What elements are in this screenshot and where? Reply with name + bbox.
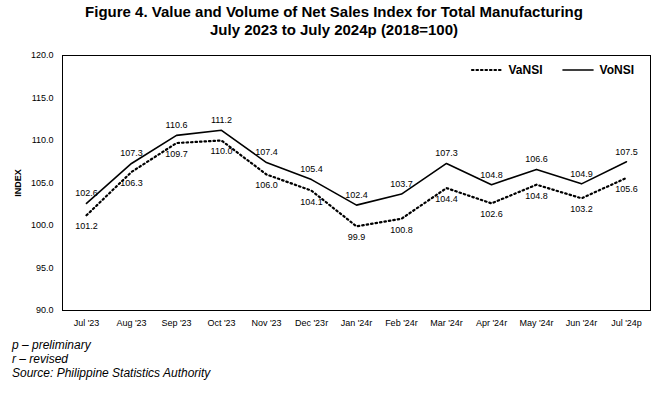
svg-text:Jan '24r: Jan '24r	[341, 318, 373, 328]
svg-text:105.0: 105.0	[31, 178, 54, 188]
svg-text:Nov '23: Nov '23	[251, 318, 281, 328]
html-text:July 2023 to July 2024p (2018=: July 2023 to July 2024p (2018=100)	[210, 21, 458, 38]
svg-text:106.3: 106.3	[120, 178, 143, 188]
svg-text:102.6: 102.6	[75, 188, 98, 198]
svg-text:110.0: 110.0	[211, 146, 233, 156]
html-text:Source: Philippine Statistics: Source: Philippine Statistics Authority	[12, 366, 211, 380]
html-text:VoNSI: VoNSI	[599, 63, 634, 77]
html-text:r – revised: r – revised	[12, 352, 68, 366]
svg-text:103.7: 103.7	[390, 179, 413, 189]
svg-text:107.5: 107.5	[615, 147, 638, 157]
svg-text:105.4: 105.4	[300, 164, 323, 174]
svg-text:109.7: 109.7	[165, 149, 188, 159]
svg-text:104.8: 104.8	[480, 170, 503, 180]
svg-text:107.3: 107.3	[435, 148, 458, 158]
svg-text:Aug '23: Aug '23	[116, 318, 146, 328]
svg-text:INDEX: INDEX	[13, 169, 23, 197]
svg-text:Mar '24r: Mar '24r	[430, 318, 463, 328]
svg-text:Feb '24r: Feb '24r	[385, 318, 418, 328]
svg-text:100.0: 100.0	[31, 220, 54, 230]
svg-text:Jul '24p: Jul '24p	[611, 318, 642, 328]
svg-text:May '24r: May '24r	[519, 318, 553, 328]
svg-text:Sep '23: Sep '23	[161, 318, 191, 328]
svg-text:107.4: 107.4	[255, 147, 278, 157]
svg-text:101.2: 101.2	[75, 221, 98, 231]
svg-text:110.6: 110.6	[166, 120, 188, 130]
svg-text:102.6: 102.6	[480, 209, 503, 219]
svg-text:103.2: 103.2	[570, 204, 593, 214]
svg-text:104.4: 104.4	[435, 194, 458, 204]
svg-text:100.8: 100.8	[390, 225, 413, 235]
svg-text:104.1: 104.1	[300, 197, 323, 207]
svg-text:90.0: 90.0	[36, 305, 54, 315]
html-text:p – preliminary: p – preliminary	[12, 338, 91, 352]
html-text:VaNSI: VaNSI	[508, 63, 543, 77]
svg-text:115.0: 115.0	[32, 93, 54, 103]
svg-text:120.0: 120.0	[31, 50, 54, 60]
svg-text:Jul '23: Jul '23	[74, 318, 100, 328]
html-text:Figure 4. Value and Volume of: Figure 4. Value and Volume of Net Sales …	[85, 3, 583, 20]
svg-text:Oct '23: Oct '23	[207, 318, 235, 328]
svg-text:102.4: 102.4	[345, 190, 368, 200]
svg-text:105.6: 105.6	[615, 184, 638, 194]
svg-text:Dec '23r: Dec '23r	[295, 318, 328, 328]
svg-text:107.3: 107.3	[120, 148, 143, 158]
svg-text:Jun '24r: Jun '24r	[566, 318, 598, 328]
svg-text:104.8: 104.8	[525, 191, 548, 201]
svg-text:104.9: 104.9	[570, 169, 593, 179]
svg-text:110.0: 110.0	[32, 135, 54, 145]
svg-text:106.0: 106.0	[255, 180, 278, 190]
svg-text:95.0: 95.0	[36, 263, 54, 273]
svg-text:99.9: 99.9	[348, 232, 366, 242]
svg-text:111.2: 111.2	[211, 115, 232, 125]
svg-text:106.6: 106.6	[525, 154, 548, 164]
svg-text:Apr '24r: Apr '24r	[476, 318, 507, 328]
